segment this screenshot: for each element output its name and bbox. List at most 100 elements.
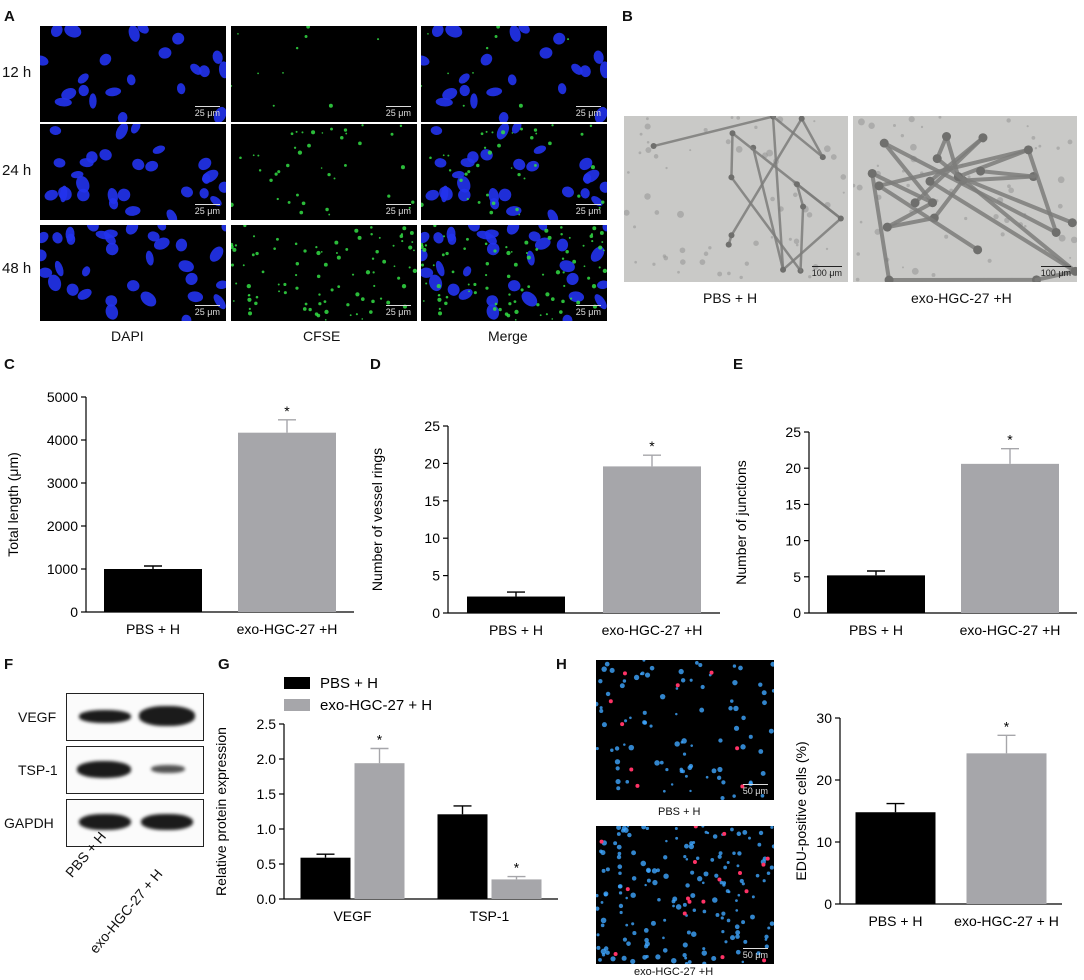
nucleus: [480, 53, 493, 66]
cfse-dot: [472, 71, 474, 74]
nucleus: [506, 225, 520, 235]
cell: [1067, 139, 1073, 145]
cell: [1026, 125, 1029, 128]
tube-segment: [730, 176, 802, 272]
nucleus: [521, 291, 538, 307]
tube-segment: [932, 178, 965, 221]
nucleus-dot: [732, 851, 736, 855]
nucleus-dot: [701, 881, 705, 885]
edu-positive-dot: [765, 856, 770, 861]
cfse-dot: [523, 177, 526, 180]
nucleus-dot: [601, 722, 607, 728]
junction-node: [780, 266, 787, 273]
cfse-dot: [346, 303, 350, 307]
nucleus: [498, 112, 509, 122]
cfse-dot: [296, 193, 299, 197]
nucleus: [40, 249, 47, 262]
nucleus: [152, 145, 166, 154]
nucleus: [176, 83, 186, 95]
cell: [665, 166, 668, 170]
cell: [770, 196, 775, 202]
edu-image-exo: 50 μm: [596, 826, 774, 964]
nucleus-dot: [618, 871, 622, 876]
cell: [1008, 187, 1014, 194]
nucleus-dot: [682, 952, 687, 958]
cell: [892, 124, 896, 128]
caption-h-exo: exo-HGC-27 +H: [634, 966, 714, 978]
nucleus-dot: [649, 724, 653, 728]
blot-band: [141, 814, 193, 830]
nucleus-dot: [688, 843, 695, 850]
cfse-dot: [524, 240, 529, 245]
nucleus-dot: [621, 955, 627, 961]
chart-e: 0 5 10 15 20 25 Number of junctions PBS + H * exo…: [728, 380, 1084, 645]
cell: [813, 120, 816, 123]
nucleus-dot: [701, 950, 708, 956]
cfse-dot: [513, 262, 518, 267]
cfse-dot: [465, 237, 469, 241]
cfse-dot: [442, 154, 445, 157]
nucleus-dot: [631, 922, 635, 926]
cfse-dot: [343, 163, 347, 167]
cfse-dot: [248, 294, 251, 297]
cell: [1031, 136, 1036, 140]
cfse-dot: [375, 250, 379, 254]
cell: [931, 273, 936, 277]
cfse-dot: [530, 136, 534, 140]
nucleus: [216, 280, 226, 290]
cfse-dot: [340, 136, 344, 140]
cfse-dot: [399, 124, 403, 128]
cfse-dot: [261, 270, 265, 274]
junction-node: [837, 215, 844, 222]
cfse-dot: [355, 313, 358, 316]
legend-swatch: [284, 677, 310, 689]
y-tick-label: 2.0: [257, 751, 277, 767]
cell: [1057, 176, 1065, 184]
nucleus: [533, 145, 547, 154]
cfse-dot: [517, 172, 521, 177]
nucleus: [462, 266, 472, 277]
y-tick-label: 15: [785, 496, 801, 512]
cfse-dot: [533, 128, 538, 132]
cell: [1070, 236, 1077, 244]
nucleus: [86, 151, 98, 164]
cfse-dot: [494, 302, 498, 306]
nucleus-dot: [619, 683, 625, 689]
edu-positive-dot: [635, 783, 640, 788]
cell: [725, 139, 731, 145]
cfse-dot: [257, 154, 260, 157]
cell: [663, 255, 669, 261]
cell: [739, 275, 743, 280]
cfse-dot: [438, 311, 443, 316]
panel-a-label: A: [4, 8, 15, 25]
cell: [920, 125, 924, 129]
cfse-dot: [392, 244, 395, 247]
nucleus: [470, 93, 478, 109]
cfse-dot: [601, 200, 605, 204]
nucleus-dot: [714, 873, 719, 878]
col-label-merge: Merge: [488, 328, 528, 344]
cfse-dot: [562, 271, 565, 274]
cfse-dot: [487, 150, 493, 155]
cell: [644, 193, 651, 200]
chart-c: 0 1000 2000 3000 4000 5000 Total length (μm) PB…: [0, 380, 360, 645]
nucleus-dot: [605, 950, 610, 955]
nucleus-dot: [723, 865, 728, 870]
cfse-dot: [232, 247, 237, 252]
nucleus: [140, 291, 157, 307]
cfse-dot: [354, 228, 359, 233]
nucleus: [539, 47, 553, 59]
nucleus: [40, 267, 53, 278]
nucleus-dot: [601, 666, 607, 672]
cfse-dot: [372, 271, 375, 274]
nucleus-dot: [651, 868, 658, 874]
nucleus-dot: [684, 774, 688, 778]
nucleus: [48, 274, 62, 292]
cell: [753, 240, 759, 246]
nucleus-dot: [761, 690, 767, 696]
y-tick-label: 15: [424, 493, 440, 509]
x-tick-label: PBS + H: [126, 621, 180, 637]
nucleus-dot: [721, 780, 726, 785]
cfse-dot: [421, 202, 424, 207]
cell: [652, 262, 656, 266]
